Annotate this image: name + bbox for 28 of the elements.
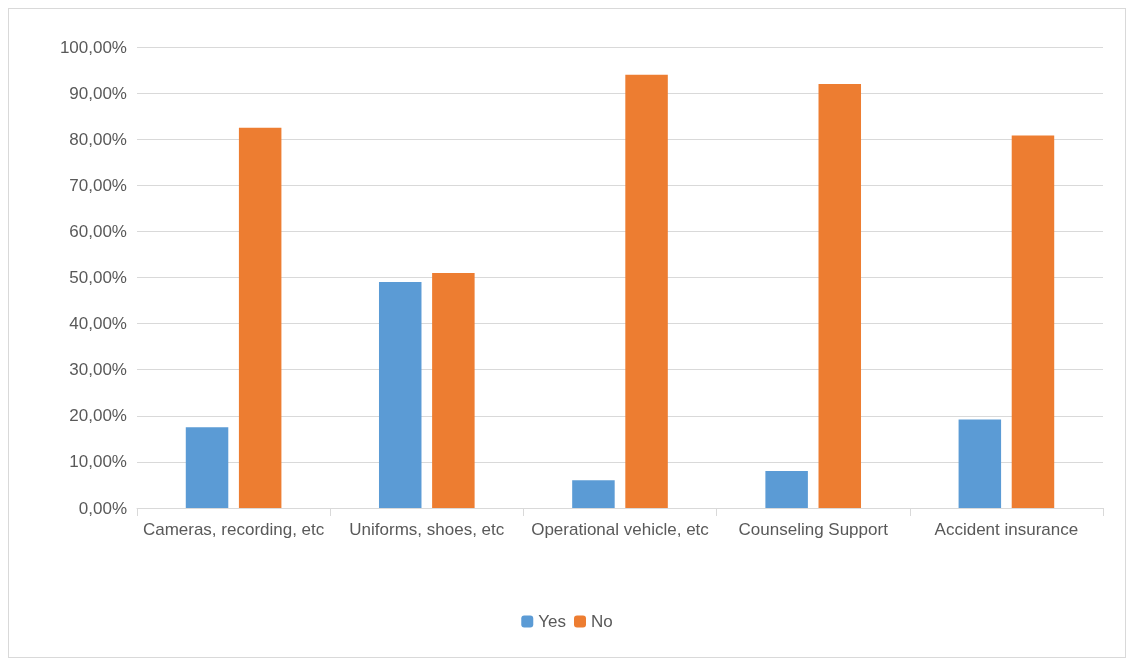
bar	[432, 272, 475, 508]
x-tick-label: Cameras, recording, etc	[142, 519, 325, 539]
y-tick-label: 80,00%	[69, 129, 127, 149]
x-tick-label: Operational vehicle, etc	[531, 519, 710, 539]
y-tick-label: 30,00%	[69, 360, 127, 380]
bar	[958, 419, 1002, 508]
bar	[818, 83, 862, 508]
legend-label: No	[591, 612, 613, 631]
bar	[625, 74, 668, 508]
y-tick-label: 20,00%	[69, 406, 127, 426]
y-tick-label: 0,00%	[78, 498, 127, 518]
bar	[378, 282, 422, 508]
bar	[238, 127, 282, 508]
bar	[765, 471, 808, 508]
x-tick-label: Accident insurance	[934, 519, 1079, 539]
legend-label: Yes	[538, 612, 566, 631]
bar	[185, 427, 229, 508]
y-tick-label: 40,00%	[69, 314, 127, 334]
x-tick-label: Uniforms, shoes, etc	[349, 519, 505, 539]
y-tick-label: 70,00%	[69, 175, 127, 195]
y-tick-label: 100,00%	[59, 37, 127, 57]
y-tick-label: 50,00%	[69, 268, 127, 287]
x-tick-label: Counseling Support	[738, 519, 889, 539]
y-tick-label: 90,00%	[69, 83, 127, 103]
y-tick-label: 10,00%	[69, 452, 127, 472]
bar	[572, 480, 615, 508]
y-tick-label: 60,00%	[69, 221, 127, 241]
bar	[1011, 135, 1055, 508]
